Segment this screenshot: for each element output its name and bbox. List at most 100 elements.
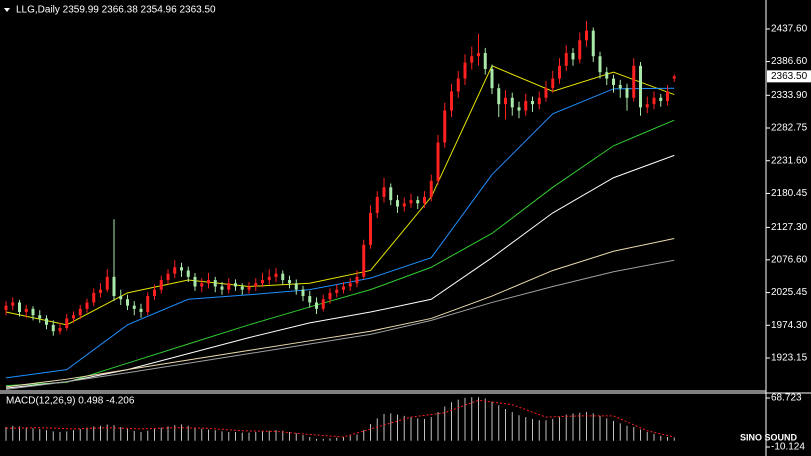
candle-body xyxy=(450,91,453,111)
y-tick-label: 2025.45 xyxy=(771,287,808,298)
candle-body xyxy=(99,289,102,293)
candle-body xyxy=(416,200,420,204)
candle-body xyxy=(72,315,75,319)
candle-body xyxy=(490,69,494,89)
moving-average xyxy=(5,259,675,390)
candle-body xyxy=(659,97,663,101)
candle-body xyxy=(348,283,352,287)
price-label-box xyxy=(767,70,811,83)
moving-average xyxy=(5,87,675,379)
y2-tick-label: 68.723 xyxy=(771,393,802,404)
candle-body xyxy=(220,286,224,290)
candle-body xyxy=(355,276,359,284)
candle-body xyxy=(598,56,602,73)
candle-body xyxy=(531,100,534,105)
candle-body xyxy=(362,244,366,277)
candle-body xyxy=(645,104,649,108)
y-tick-label: 2386.60 xyxy=(771,56,808,67)
candle-body xyxy=(227,283,231,290)
candle-body xyxy=(429,180,433,197)
candle-body xyxy=(288,280,291,284)
candle-body xyxy=(625,88,629,98)
y-tick-label: 1923.15 xyxy=(771,353,808,364)
y-tick-label: 2127.30 xyxy=(771,222,808,233)
candle-body xyxy=(38,315,42,319)
candle-body xyxy=(146,296,150,313)
candle-body xyxy=(294,283,298,290)
y2-tick-label: -10.124 xyxy=(771,442,805,453)
candle-body xyxy=(463,62,467,79)
chart-title: LLG,Daily 2359.99 2366.38 2354.96 2363.5… xyxy=(16,5,216,16)
candle-body xyxy=(517,107,521,111)
candle-body xyxy=(672,76,676,79)
candle-body xyxy=(396,200,399,207)
candle-body xyxy=(652,97,656,105)
candle-body xyxy=(315,302,318,309)
candle-body xyxy=(65,318,69,329)
candle-body xyxy=(409,200,413,204)
candle-body xyxy=(369,212,372,245)
candle-body xyxy=(85,302,89,309)
candle-body xyxy=(456,78,460,92)
candle-body xyxy=(423,196,426,204)
candle-body xyxy=(301,289,305,297)
menu-arrow[interactable] xyxy=(4,8,10,12)
candle-body xyxy=(31,308,35,316)
candle-body xyxy=(247,286,251,290)
candle-body xyxy=(18,302,21,313)
candle-body xyxy=(159,280,163,290)
candle-body xyxy=(551,78,555,89)
candle-body xyxy=(585,30,588,41)
candle-body xyxy=(78,308,82,316)
candle-body xyxy=(618,84,622,89)
candle-body xyxy=(153,289,156,297)
candle-body xyxy=(666,91,669,101)
candle-body xyxy=(200,283,204,287)
candle-body xyxy=(193,276,197,287)
candle-body xyxy=(180,267,183,271)
candle-body xyxy=(274,273,278,277)
candle-body xyxy=(605,72,609,79)
y-tick-label: 1974.30 xyxy=(771,320,808,331)
candle-body xyxy=(342,286,345,290)
candle-body xyxy=(402,203,406,207)
candle-body xyxy=(139,308,143,313)
candle-body xyxy=(207,280,210,284)
candle-body xyxy=(58,328,62,332)
candle-body xyxy=(254,283,258,287)
candle-body xyxy=(105,276,109,290)
price-panel xyxy=(4,21,676,390)
candle-body xyxy=(11,302,15,306)
candle-body xyxy=(524,100,528,111)
candle-body xyxy=(92,292,96,303)
y-tick-label: 2333.90 xyxy=(771,90,808,101)
candle-body xyxy=(112,276,116,297)
candle-body xyxy=(4,305,8,311)
candle-body xyxy=(443,110,447,143)
candle-body xyxy=(126,299,129,306)
candle-body xyxy=(591,30,595,57)
candle-body xyxy=(45,318,48,325)
candle-body xyxy=(328,292,332,300)
moving-average xyxy=(5,119,675,387)
candle-body xyxy=(477,53,480,57)
candle-body xyxy=(375,196,379,213)
candle-body xyxy=(389,187,393,201)
candle-body xyxy=(213,280,217,287)
candle-body xyxy=(166,273,170,281)
candle-body xyxy=(612,78,615,85)
candle-body xyxy=(544,88,548,98)
macd-title: MACD(12,26,9) 0.498 -4.206 xyxy=(6,396,135,407)
candle-body xyxy=(382,187,386,197)
candle-body xyxy=(510,97,514,108)
candle-body xyxy=(186,270,190,277)
y-tick-label: 2282.75 xyxy=(771,123,808,134)
candle-body xyxy=(281,273,285,281)
candle-body xyxy=(558,65,561,79)
candle-body xyxy=(261,280,264,284)
candle-body xyxy=(470,56,474,63)
candle-body xyxy=(234,283,237,287)
candle-body xyxy=(504,97,507,105)
price-label: 2363.50 xyxy=(771,71,808,82)
